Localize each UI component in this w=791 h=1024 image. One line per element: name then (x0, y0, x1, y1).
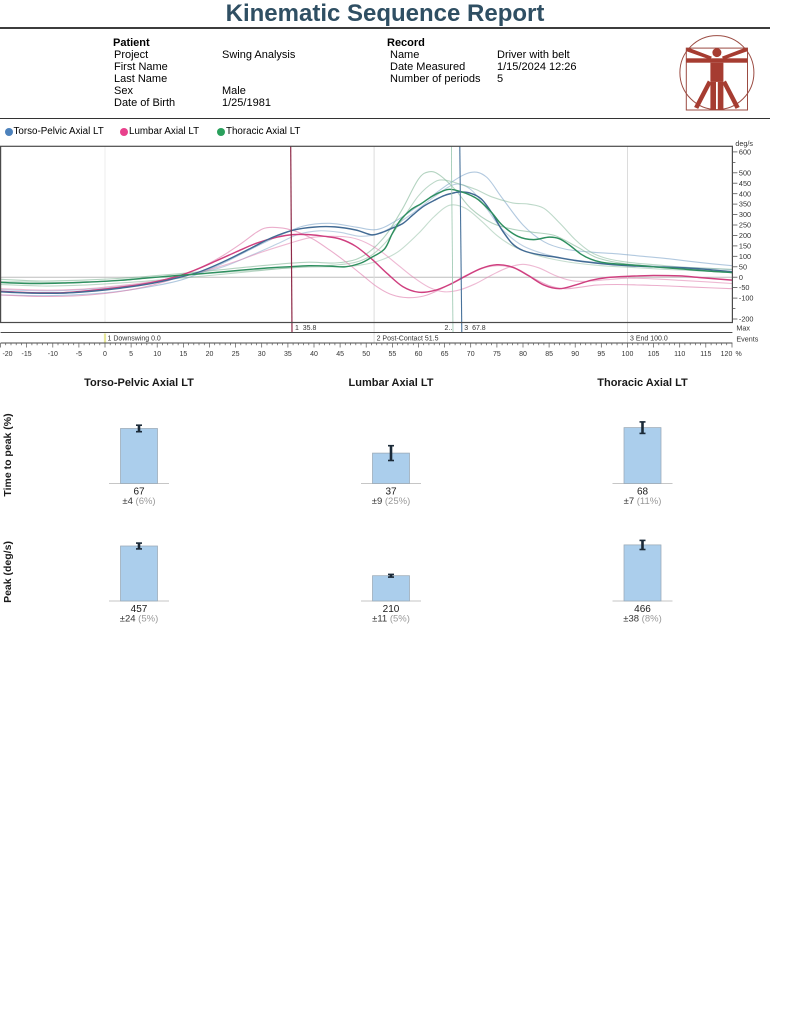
svg-text:67: 67 (133, 487, 145, 498)
svg-text:80: 80 (519, 351, 527, 358)
svg-text:35: 35 (284, 351, 292, 358)
svg-text:3 67.8: 3 67.8 (464, 325, 486, 332)
svg-text:Lumbar Axial LT: Lumbar Axial LT (349, 377, 434, 389)
svg-text:100: 100 (739, 252, 751, 261)
svg-text:75: 75 (493, 351, 501, 358)
svg-text:30: 30 (258, 351, 266, 358)
svg-text:Peak (deg/s): Peak (deg/s) (2, 541, 14, 603)
svg-text:68: 68 (637, 487, 649, 498)
svg-text:1 35.8: 1 35.8 (295, 325, 317, 332)
svg-text:350: 350 (739, 200, 751, 209)
svg-text:70: 70 (467, 351, 475, 358)
svg-text:Max: Max (736, 324, 750, 333)
svg-text:50: 50 (739, 262, 747, 271)
svg-text:-10: -10 (48, 351, 58, 358)
svg-text:0: 0 (103, 351, 107, 358)
svg-text:20: 20 (206, 351, 214, 358)
svg-text:150: 150 (739, 242, 751, 251)
svg-text:±24 (5%): ±24 (5%) (120, 614, 158, 625)
svg-text:±11 (5%): ±11 (5%) (372, 614, 410, 625)
svg-text:2..: 2.. (445, 325, 453, 332)
svg-text:120: 120 (721, 351, 733, 358)
svg-text:3 End 100.0: 3 End 100.0 (630, 336, 668, 343)
svg-text:-100: -100 (739, 294, 754, 303)
svg-text:Time to peak (%): Time to peak (%) (2, 413, 14, 496)
svg-text:Events: Events (736, 335, 758, 344)
svg-text:-200: -200 (739, 315, 754, 324)
svg-text:±4 (6%): ±4 (6%) (122, 496, 155, 507)
svg-text:200: 200 (739, 231, 751, 240)
svg-text:95: 95 (597, 351, 605, 358)
svg-text:25: 25 (232, 351, 240, 358)
svg-text:deg/s: deg/s (735, 139, 753, 148)
svg-text:±7 (11%): ±7 (11%) (624, 496, 662, 507)
svg-text:Thoracic Axial LT: Thoracic Axial LT (597, 377, 688, 389)
svg-text:110: 110 (674, 351, 685, 358)
svg-text:5: 5 (129, 351, 133, 358)
svg-text:457: 457 (131, 604, 148, 615)
svg-text:45: 45 (336, 351, 344, 358)
svg-text:55: 55 (389, 351, 397, 358)
svg-text:40: 40 (310, 351, 318, 358)
svg-text:600: 600 (739, 148, 751, 157)
svg-text:500: 500 (739, 168, 751, 177)
svg-text:-5: -5 (76, 351, 82, 358)
svg-text:-20: -20 (2, 351, 12, 358)
svg-text:400: 400 (739, 189, 751, 198)
svg-text:50: 50 (362, 351, 370, 358)
svg-text:100: 100 (622, 351, 634, 358)
svg-text:90: 90 (571, 351, 579, 358)
svg-text:250: 250 (739, 221, 751, 230)
svg-text:450: 450 (739, 179, 751, 188)
svg-text:-15: -15 (22, 351, 32, 358)
svg-text:2 Post-Contact 51.5: 2 Post-Contact 51.5 (377, 336, 439, 343)
svg-text:65: 65 (441, 351, 449, 358)
svg-text:85: 85 (545, 351, 553, 358)
svg-text:15: 15 (180, 351, 188, 358)
svg-text:37: 37 (385, 487, 397, 498)
svg-text:±9 (25%): ±9 (25%) (372, 496, 410, 507)
svg-text:1 Downswing 0.0: 1 Downswing 0.0 (108, 336, 161, 343)
svg-text:60: 60 (415, 351, 423, 358)
svg-text:105: 105 (648, 351, 660, 358)
svg-text:-50: -50 (739, 283, 750, 292)
svg-text:%: % (736, 351, 742, 358)
svg-text:300: 300 (739, 210, 751, 219)
svg-text:Torso-Pelvic Axial LT: Torso-Pelvic Axial LT (84, 377, 194, 389)
svg-text:0: 0 (739, 273, 743, 282)
svg-text:10: 10 (153, 351, 161, 358)
svg-text:±38 (8%): ±38 (8%) (623, 614, 661, 625)
svg-text:210: 210 (383, 604, 400, 615)
svg-text:115: 115 (700, 351, 711, 358)
svg-text:466: 466 (634, 604, 651, 615)
